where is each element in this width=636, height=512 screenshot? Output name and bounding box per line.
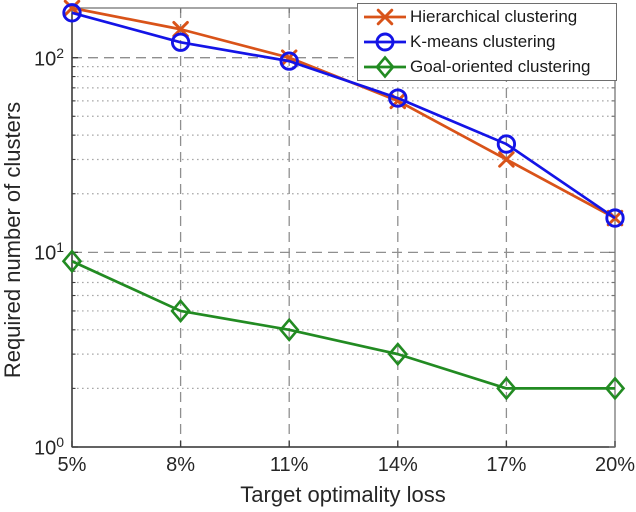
circle-marker-glyph bbox=[375, 32, 395, 52]
k-means-marker bbox=[605, 208, 625, 228]
series-line-k-means bbox=[71, 11, 616, 220]
x-tick-label: 17% bbox=[486, 454, 527, 476]
legend-label: K-means clustering bbox=[410, 31, 556, 51]
hierarchical-marker bbox=[63, 0, 81, 17]
x-tick-label: 8% bbox=[166, 454, 196, 476]
goal-oriented-marker bbox=[278, 317, 300, 342]
x-marker-glyph bbox=[376, 9, 394, 26]
y-tick-label: 100 bbox=[33, 434, 64, 460]
y-tick-label: 102 bbox=[33, 44, 64, 71]
k-means-marker bbox=[170, 32, 191, 52]
hierarchical-marker bbox=[498, 151, 515, 168]
legend: Hierarchical clustering K-means clusterin… bbox=[357, 3, 617, 81]
series-line-goal-oriented bbox=[71, 260, 615, 390]
legend-item-k-means: K-means clustering bbox=[363, 30, 616, 54]
x-axis-label: Target optimality loss bbox=[240, 482, 446, 507]
legend-label: Goal-oriented clustering bbox=[410, 56, 591, 76]
x-tick-label: 5% bbox=[57, 454, 87, 476]
goal-oriented-marker bbox=[496, 376, 517, 401]
goal-oriented-marker bbox=[604, 376, 626, 401]
x-tick-label: 20% bbox=[594, 454, 636, 476]
goal-oriented-marker bbox=[387, 342, 409, 367]
goal-oriented-marker bbox=[170, 298, 191, 323]
legend-item-goal-oriented: Goal-oriented clustering bbox=[363, 55, 616, 79]
x-tick-label: 11% bbox=[269, 454, 309, 476]
diamond-marker-glyph bbox=[375, 55, 395, 79]
goal-oriented-marker bbox=[61, 249, 83, 274]
y-axis-label: Required number of clusters bbox=[0, 101, 25, 379]
k-means-marker bbox=[388, 88, 408, 108]
x-tick-label: 14% bbox=[377, 454, 418, 476]
legend-item-hierarchical: Hierarchical clustering bbox=[363, 5, 616, 29]
k-means-marker bbox=[496, 134, 517, 154]
legend-label: Hierarchical clustering bbox=[410, 7, 578, 27]
circle-marker-icon bbox=[364, 32, 406, 52]
y-tick-label: 101 bbox=[33, 239, 64, 265]
x-marker-icon bbox=[364, 9, 406, 26]
k-means-marker bbox=[279, 51, 299, 71]
diamond-marker-icon bbox=[364, 55, 406, 79]
k-means-marker bbox=[62, 3, 82, 23]
